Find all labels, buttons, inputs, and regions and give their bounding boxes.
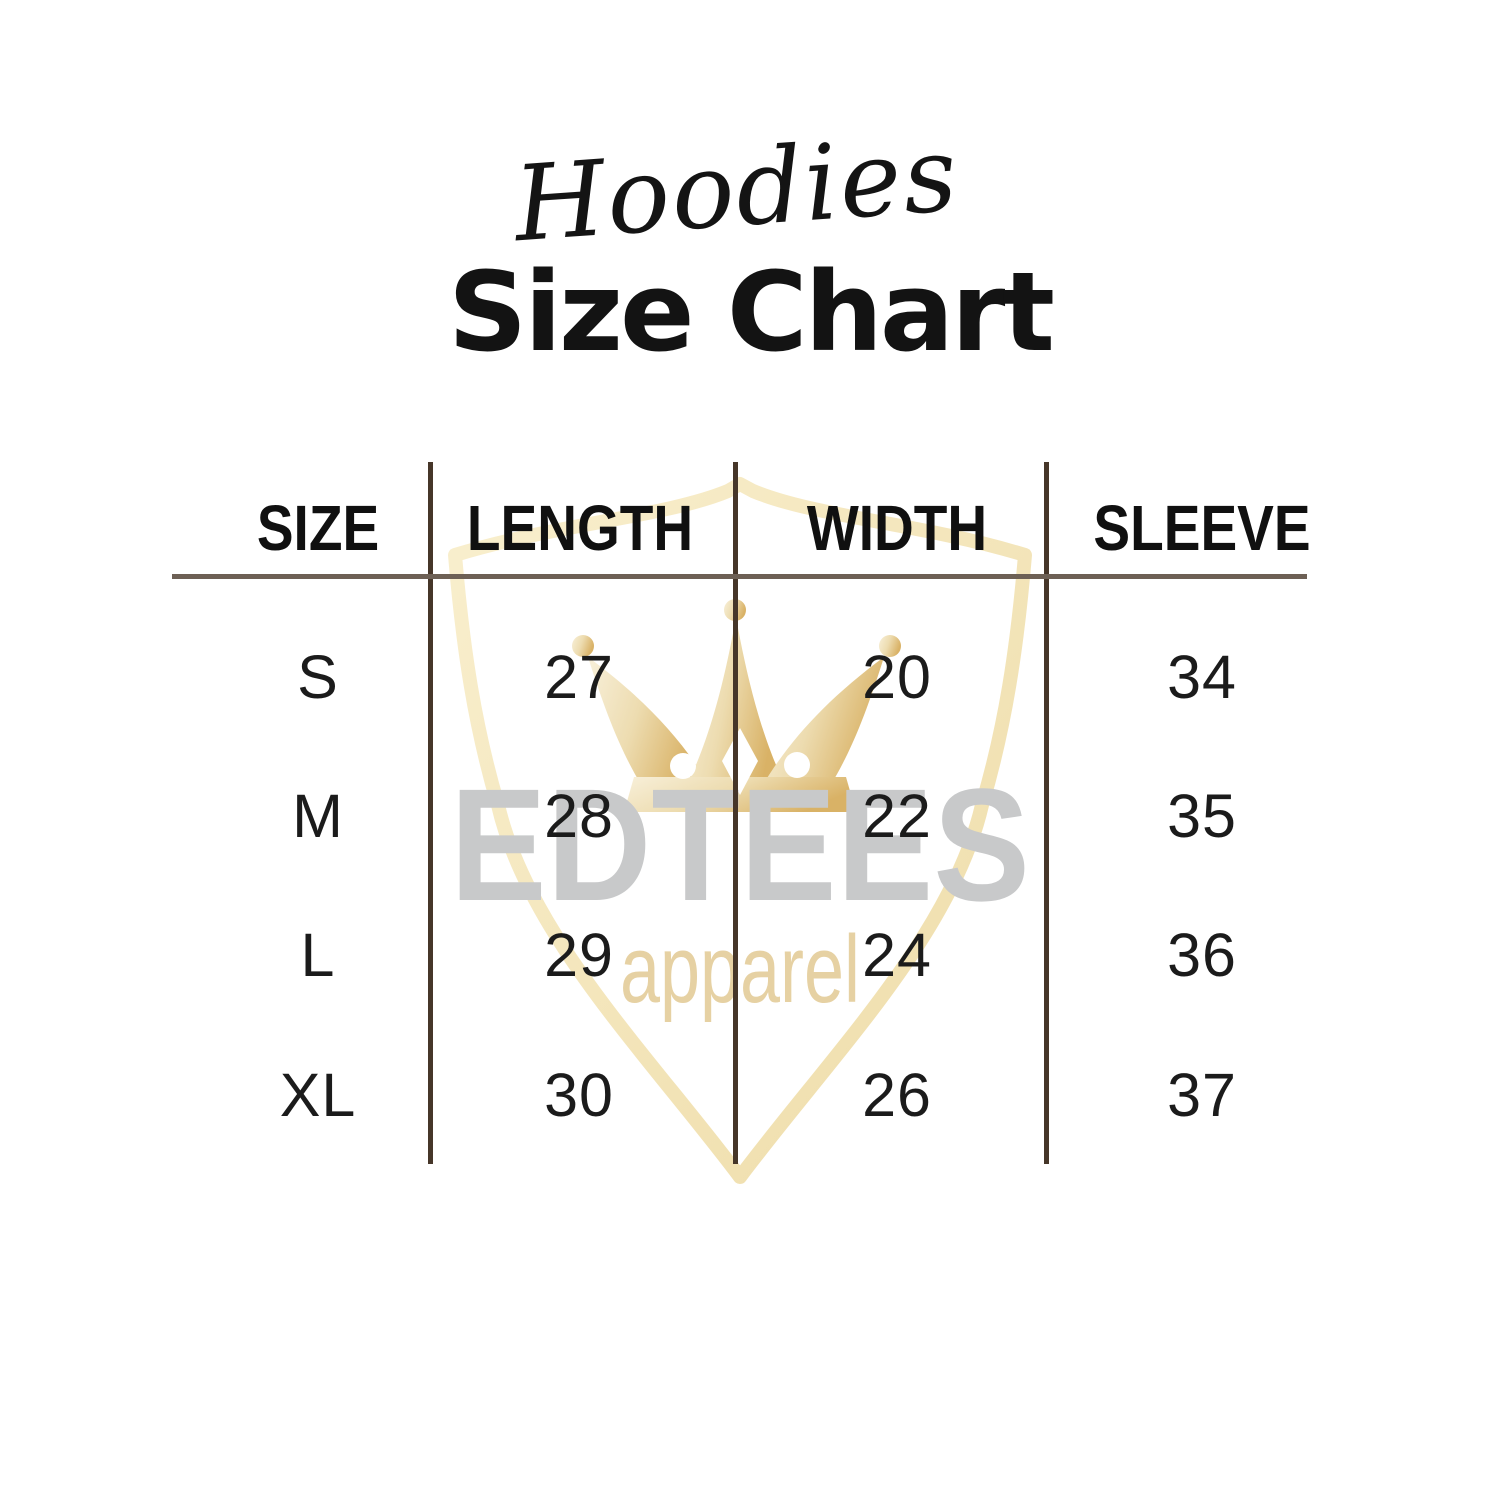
sleeve-value-m: 35 — [1167, 782, 1237, 850]
sleeve-value-xl: 37 — [1167, 1061, 1237, 1129]
header-divider — [172, 574, 1307, 579]
collection-title-text: Hoodies — [509, 112, 963, 266]
length-value-l: 29 — [544, 921, 614, 989]
column-divider-2 — [733, 462, 738, 1164]
crown-icon — [572, 599, 901, 812]
sleeve-value-s: 34 — [1167, 643, 1237, 711]
length-value-s: 27 — [544, 643, 614, 711]
collection-title: Hoodies — [0, 113, 1500, 266]
row-label-xl: XL — [279, 1061, 357, 1129]
width-value-l: 24 — [862, 921, 932, 989]
length-value-xl: 30 — [544, 1061, 614, 1129]
width-value-s: 20 — [862, 643, 932, 711]
apparel-text: apparel — [620, 916, 860, 1023]
width-value-m: 22 — [862, 782, 932, 850]
sleeve-value-l: 36 — [1167, 921, 1237, 989]
length-value-m: 28 — [544, 782, 614, 850]
brand-text: EDTEES — [450, 755, 1030, 934]
column-divider-1 — [428, 462, 433, 1164]
column-header-sleeve: SLEEVE — [1093, 492, 1311, 564]
width-value-xl: 26 — [862, 1061, 932, 1129]
column-header-width: WIDTH — [806, 492, 988, 564]
row-label-l: L — [300, 921, 336, 989]
row-label-m: M — [292, 782, 344, 850]
column-header-size: SIZE — [256, 492, 380, 564]
column-header-length: LENGTH — [466, 492, 694, 564]
column-divider-3 — [1044, 462, 1049, 1164]
row-label-s: S — [297, 643, 339, 711]
shield-outline-icon — [448, 477, 1032, 1184]
page-title: Size Chart — [448, 248, 1055, 376]
edtees-logo-watermark: EDTEES apparel — [448, 477, 1032, 1184]
